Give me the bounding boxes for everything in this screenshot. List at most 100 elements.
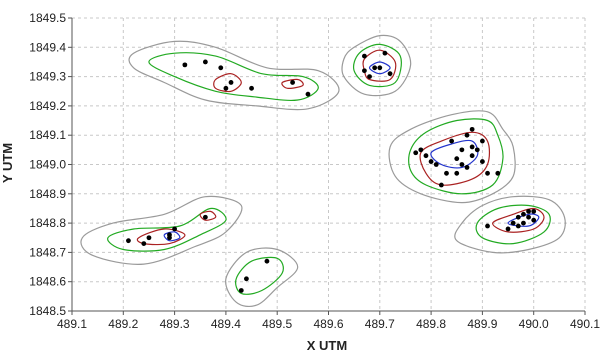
grid bbox=[71, 17, 586, 312]
contour-inner bbox=[213, 73, 242, 93]
x-tick-label: 489.7 bbox=[365, 317, 395, 331]
x-tick-label: 490.0 bbox=[519, 317, 549, 331]
y-tick-label: 1848.5 bbox=[29, 304, 66, 318]
data-point bbox=[182, 62, 188, 68]
data-point bbox=[521, 220, 526, 226]
x-axis-title: X UTM bbox=[307, 338, 347, 353]
data-point bbox=[531, 208, 537, 214]
data-point bbox=[454, 156, 460, 162]
y-tick-label: 1848.6 bbox=[29, 275, 66, 289]
contour-outer bbox=[388, 110, 516, 204]
contour-outer bbox=[454, 195, 566, 254]
data-point bbox=[423, 153, 429, 159]
data-point bbox=[454, 170, 460, 176]
contour-middle bbox=[475, 204, 551, 245]
data-point bbox=[480, 159, 485, 164]
axes bbox=[68, 17, 586, 315]
data-point bbox=[474, 147, 480, 153]
data-point bbox=[485, 170, 490, 176]
y-tick-label: 1848.7 bbox=[29, 245, 66, 259]
contour-middle bbox=[235, 256, 284, 295]
data-point bbox=[480, 138, 485, 144]
data-point bbox=[505, 226, 511, 232]
data-point bbox=[464, 132, 470, 138]
y-tick-label: 1849.0 bbox=[29, 158, 66, 172]
x-tick-label: 489.5 bbox=[262, 317, 292, 331]
data-point bbox=[464, 165, 470, 170]
data-point bbox=[444, 170, 449, 176]
x-tick-label: 490.1 bbox=[570, 317, 600, 331]
data-point bbox=[510, 220, 516, 226]
contour-inner bbox=[492, 207, 545, 233]
data-point bbox=[521, 211, 526, 217]
y-tick-label: 1849.2 bbox=[29, 99, 66, 113]
data-point bbox=[167, 235, 172, 241]
data-point bbox=[526, 208, 531, 214]
x-tick-label: 489.8 bbox=[416, 317, 446, 331]
contour-middle bbox=[352, 43, 402, 88]
y-tick-label: 1849.4 bbox=[29, 40, 66, 54]
data-point bbox=[377, 65, 383, 71]
y-tick-labels: 1848.5 1848.6 1848.7 1848.8 1848.9 1849.0 1849… bbox=[29, 11, 66, 318]
data-point bbox=[238, 288, 244, 293]
data-point bbox=[202, 59, 208, 65]
data-point bbox=[218, 65, 224, 71]
data-point bbox=[202, 214, 208, 220]
data-point bbox=[228, 80, 234, 85]
data-point bbox=[469, 144, 475, 150]
x-tick-label: 489.4 bbox=[211, 317, 241, 331]
y-tick-label: 1848.8 bbox=[29, 216, 66, 230]
data-point bbox=[244, 276, 249, 282]
contour-core bbox=[368, 61, 391, 75]
contour-middle bbox=[107, 207, 227, 252]
contour-core bbox=[430, 139, 479, 169]
data-points bbox=[126, 50, 537, 293]
data-point bbox=[290, 80, 295, 85]
data-point bbox=[459, 162, 465, 167]
data-point bbox=[515, 214, 521, 220]
y-tick-label: 1848.9 bbox=[29, 187, 66, 201]
data-point bbox=[367, 74, 372, 79]
contour-inner bbox=[419, 131, 491, 186]
contour-outer bbox=[128, 40, 340, 111]
contour-core bbox=[163, 231, 181, 242]
data-point bbox=[469, 153, 475, 159]
data-point bbox=[418, 147, 424, 153]
x-tick-labels: 489.1 489.2 489.3 489.4 489.5 489.6 489.7 489.8… bbox=[57, 317, 600, 331]
data-point bbox=[249, 85, 254, 91]
data-point bbox=[438, 182, 444, 188]
data-point bbox=[459, 147, 465, 153]
data-point bbox=[413, 150, 419, 156]
y-axis-title: Y UTM bbox=[0, 143, 15, 183]
contour-middle bbox=[408, 118, 504, 195]
data-point bbox=[485, 223, 490, 229]
data-point bbox=[433, 162, 439, 167]
data-point bbox=[428, 159, 434, 164]
data-point bbox=[449, 138, 455, 144]
contour-inner bbox=[199, 210, 217, 221]
data-point bbox=[264, 258, 270, 264]
data-point bbox=[531, 217, 537, 223]
data-point bbox=[362, 68, 367, 74]
data-point bbox=[172, 226, 178, 232]
contour-middle bbox=[148, 52, 319, 101]
contour-outer bbox=[225, 247, 299, 308]
data-point bbox=[223, 85, 229, 91]
data-point bbox=[495, 170, 501, 176]
data-point bbox=[146, 235, 152, 241]
x-tick-label: 489.3 bbox=[160, 317, 190, 331]
y-tick-label: 1849.3 bbox=[29, 70, 66, 84]
x-tick-label: 489.2 bbox=[108, 317, 138, 331]
contours bbox=[80, 34, 566, 308]
contour-outer bbox=[80, 195, 243, 265]
data-point bbox=[305, 91, 311, 97]
y-tick-label: 1849.1 bbox=[29, 128, 66, 142]
data-point bbox=[362, 53, 367, 59]
x-tick-label: 489.1 bbox=[57, 317, 87, 331]
contour-inner bbox=[281, 78, 304, 89]
x-tick-label: 489.6 bbox=[313, 317, 343, 331]
data-point bbox=[387, 71, 393, 77]
data-point bbox=[126, 238, 131, 244]
